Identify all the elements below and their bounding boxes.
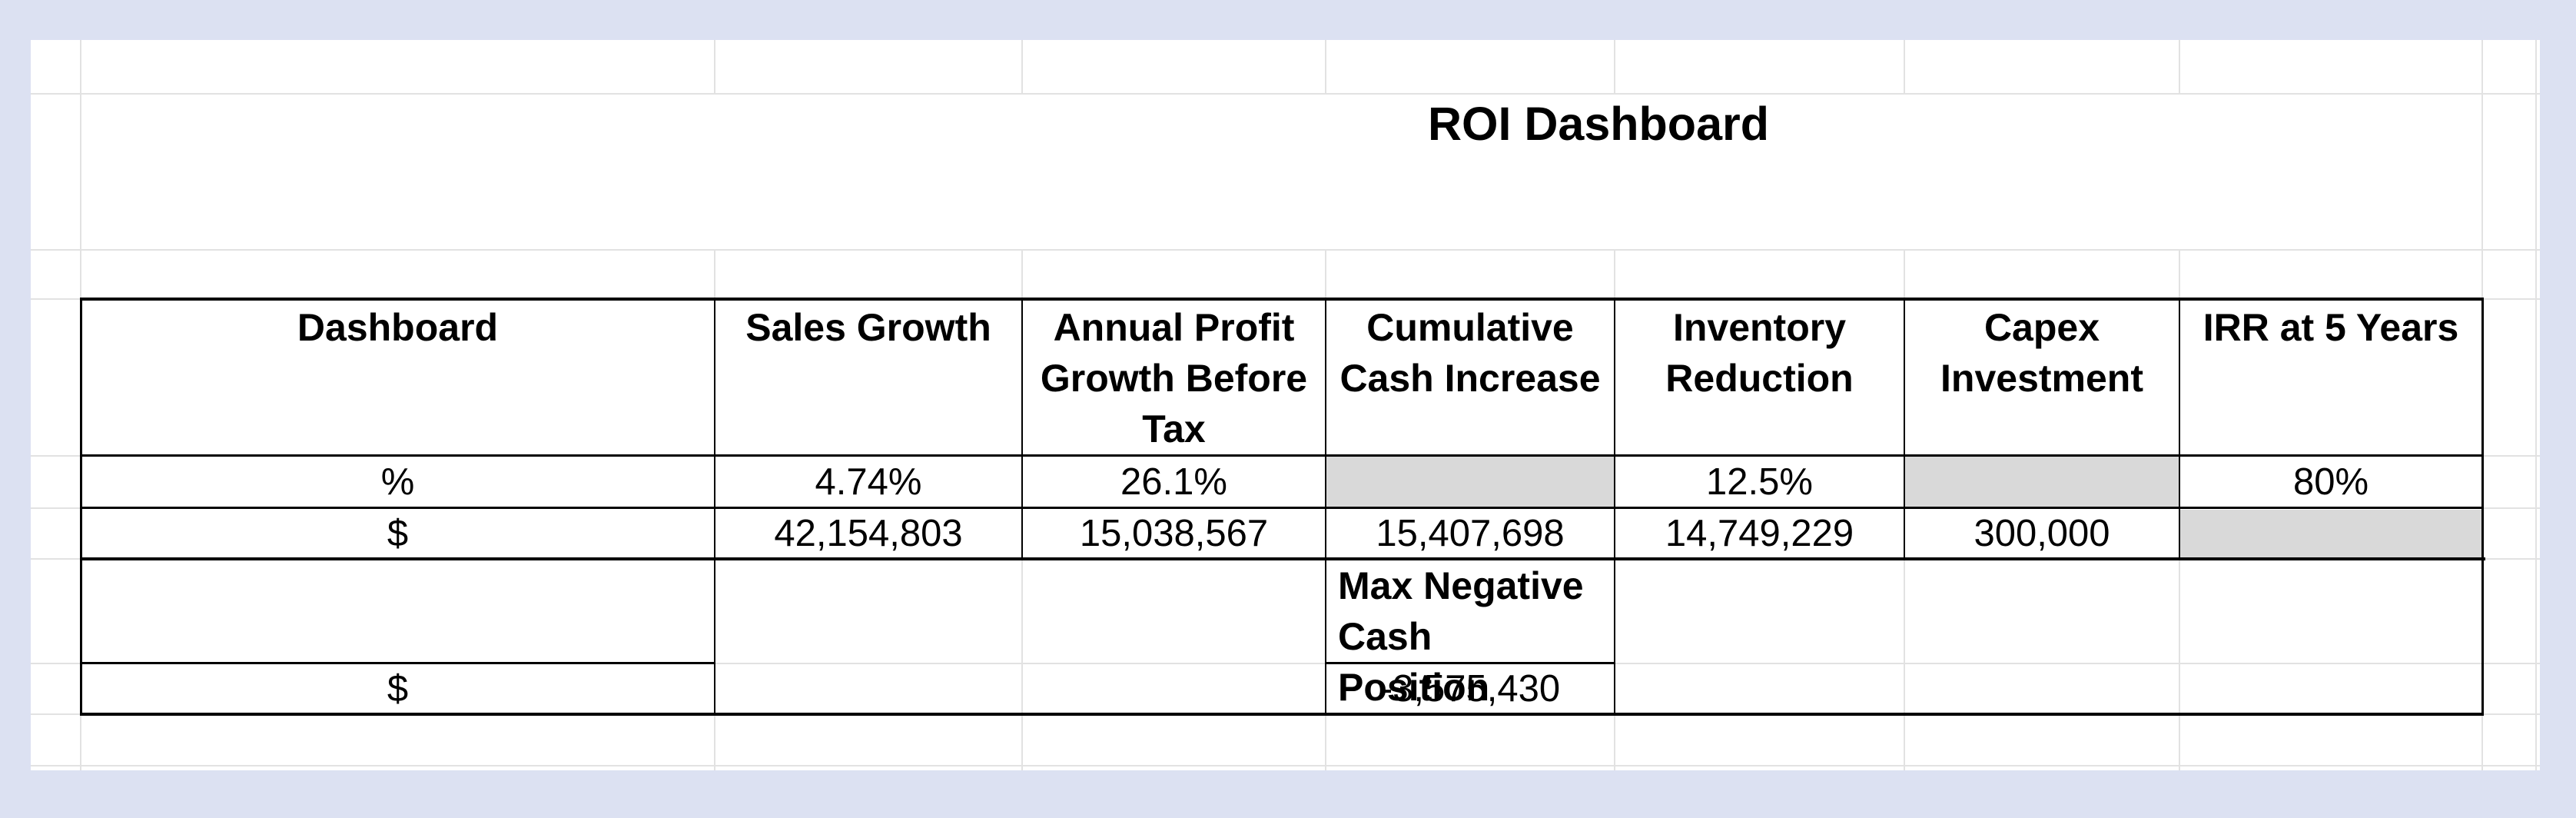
header-inventory-label: Inventory Reduction bbox=[1665, 306, 1854, 400]
row-pct-label[interactable]: % bbox=[81, 456, 715, 508]
page-title-text: ROI Dashboard bbox=[1427, 98, 1769, 150]
cell-text: 14,749,229 bbox=[1665, 512, 1854, 554]
header-sales-growth: Sales Growth bbox=[715, 300, 1022, 455]
header-cumulative-cash: Cumulative Cash Increase bbox=[1326, 300, 1615, 455]
cell-inventory-pct[interactable]: 12.5% bbox=[1615, 456, 1904, 508]
cell-sales-growth-dollar[interactable]: 42,154,803 bbox=[715, 508, 1022, 559]
table-border bbox=[80, 662, 715, 664]
row-dollar-label[interactable]: $ bbox=[81, 508, 715, 559]
header-annual-profit-growth: Annual Profit Growth Before Tax bbox=[1022, 300, 1326, 455]
cell-max-negative-value[interactable]: -3,575,430 bbox=[1326, 663, 1615, 714]
max-negative-header-label: Max Negative Cash Position bbox=[1338, 564, 1584, 709]
cell-text: -3,575,430 bbox=[1379, 667, 1561, 710]
cell-irr-dollar[interactable] bbox=[2179, 508, 2482, 559]
row-max-negative-label[interactable]: $ bbox=[81, 663, 715, 714]
gridline bbox=[714, 40, 715, 94]
table-border bbox=[1021, 298, 1023, 559]
table-border bbox=[714, 298, 715, 716]
shaded-cell-capex-pct bbox=[1905, 457, 2179, 507]
gridline bbox=[31, 765, 2540, 766]
cell-text: 12.5% bbox=[1706, 461, 1813, 503]
table-border bbox=[2481, 298, 2484, 716]
cell-text: 4.74% bbox=[815, 461, 922, 503]
table-border bbox=[1325, 298, 1326, 716]
table-border bbox=[80, 298, 2484, 301]
cell-text: 300,000 bbox=[1973, 512, 2110, 554]
cell-inventory-dollar[interactable]: 14,749,229 bbox=[1615, 508, 1904, 559]
gridline bbox=[2179, 40, 2180, 94]
cell-sales-growth-pct[interactable]: 4.74% bbox=[715, 456, 1022, 508]
shaded-cell-irr-dollar bbox=[2180, 510, 2482, 558]
cell-cumulative-cash-pct[interactable] bbox=[1326, 456, 1615, 508]
gridline bbox=[1021, 40, 1023, 94]
header-inventory-reduction: Inventory Reduction bbox=[1615, 300, 1904, 455]
spreadsheet-sheet bbox=[31, 40, 2540, 770]
cell-cumulative-cash-dollar[interactable]: 15,407,698 bbox=[1326, 508, 1615, 559]
gridline bbox=[2535, 40, 2537, 770]
header-sales-growth-label: Sales Growth bbox=[745, 306, 991, 349]
cell-text: 42,154,803 bbox=[774, 512, 963, 554]
header-annual-profit-label: Annual Profit Growth Before Tax bbox=[1040, 306, 1308, 451]
header-dashboard-label: Dashboard bbox=[297, 306, 499, 349]
cell-annual-profit-pct[interactable]: 26.1% bbox=[1022, 456, 1326, 508]
gridline bbox=[1614, 40, 1615, 94]
gridline bbox=[31, 663, 2540, 664]
table-border bbox=[80, 298, 82, 716]
max-negative-header[interactable]: Max Negative Cash Position bbox=[1326, 559, 1615, 709]
cell-text: % bbox=[380, 461, 415, 503]
header-irr: IRR at 5 Years bbox=[2179, 300, 2482, 455]
cell-text: $ bbox=[387, 512, 409, 554]
table-border bbox=[1904, 298, 1905, 559]
header-irr-label: IRR at 5 Years bbox=[2203, 306, 2459, 349]
table-border bbox=[1325, 662, 1615, 664]
table-border bbox=[1614, 298, 1615, 716]
cell-irr-pct[interactable]: 80% bbox=[2179, 456, 2482, 508]
table-border bbox=[80, 557, 2485, 560]
cell-capex-dollar[interactable]: 300,000 bbox=[1904, 508, 2179, 559]
header-capex-label: Capex Investment bbox=[1940, 306, 2143, 400]
cell-text: 15,038,567 bbox=[1079, 512, 1269, 554]
header-dashboard: Dashboard bbox=[81, 300, 715, 455]
cell-capex-pct[interactable] bbox=[1904, 456, 2179, 508]
table-border bbox=[80, 454, 2484, 457]
gridline bbox=[1904, 40, 1905, 94]
cell-text: 26.1% bbox=[1120, 461, 1227, 503]
cell-text: 80% bbox=[2292, 461, 2369, 503]
gridline bbox=[1325, 40, 1326, 94]
shaded-cell-cumulative-pct bbox=[1326, 457, 1615, 507]
table-border bbox=[80, 507, 2484, 509]
header-capex-investment: Capex Investment bbox=[1904, 300, 2179, 455]
table-border bbox=[80, 713, 2484, 716]
gridline bbox=[31, 93, 2540, 95]
gridline bbox=[31, 249, 2540, 251]
page-title: ROI Dashboard bbox=[715, 94, 2482, 250]
cell-annual-profit-dollar[interactable]: 15,038,567 bbox=[1022, 508, 1326, 559]
cell-text: 15,407,698 bbox=[1376, 512, 1565, 554]
header-cumulative-cash-label: Cumulative Cash Increase bbox=[1339, 306, 1601, 400]
table-border bbox=[2179, 298, 2180, 559]
cell-text: $ bbox=[387, 667, 409, 710]
